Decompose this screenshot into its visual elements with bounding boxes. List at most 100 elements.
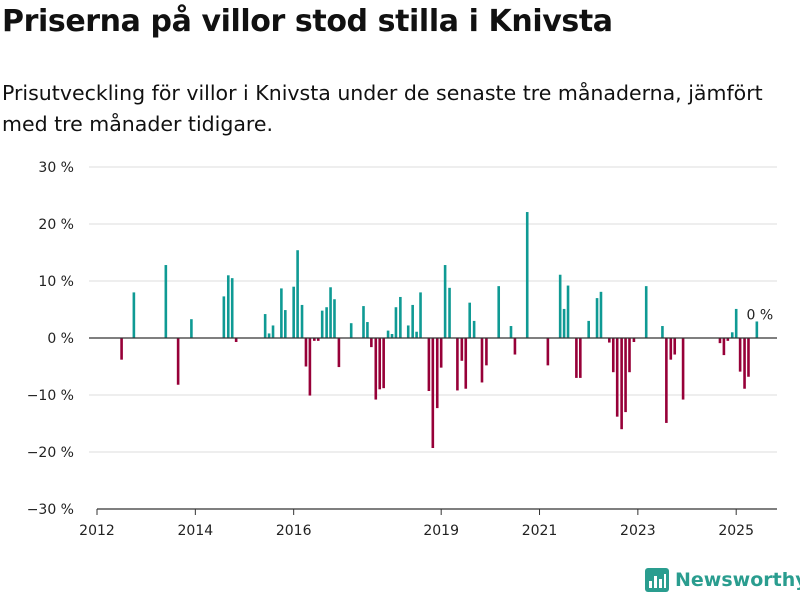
positive-bar	[349, 323, 353, 338]
negative-bar	[681, 338, 685, 400]
negative-bar	[313, 338, 316, 341]
positive-bar	[443, 265, 447, 338]
positive-bar	[734, 308, 738, 338]
negative-bar	[176, 338, 180, 385]
newsworthy-logo: Newsworthy	[645, 568, 800, 592]
negative-bar	[608, 338, 611, 343]
negative-bar	[665, 338, 668, 423]
positive-bar	[325, 307, 328, 338]
positive-bar	[509, 326, 513, 338]
x-tick-label: 2012	[79, 523, 115, 539]
positive-bar	[280, 288, 283, 338]
negative-bar	[620, 338, 623, 430]
negative-bar	[480, 338, 484, 383]
negative-bar	[304, 338, 308, 367]
y-tick-label: −10 %	[27, 388, 74, 404]
positive-bar	[415, 331, 418, 338]
y-tick-label: 10 %	[38, 274, 74, 290]
negative-bar	[464, 338, 468, 389]
positive-bar	[366, 322, 369, 338]
y-tick-label: 20 %	[38, 217, 74, 233]
positive-bar	[284, 310, 287, 338]
positive-bar	[406, 325, 410, 338]
negative-bar	[722, 338, 726, 356]
positive-bar	[226, 275, 230, 338]
negative-bar	[435, 338, 439, 409]
negative-bar	[431, 338, 435, 449]
positive-bar	[730, 332, 734, 338]
positive-bar	[362, 306, 365, 338]
x-tick-label: 2016	[276, 523, 312, 539]
last-value-label: 0 %	[747, 307, 774, 323]
positive-bar	[399, 296, 402, 338]
negative-bar	[726, 338, 730, 341]
positive-bar	[296, 250, 299, 338]
negative-bar	[747, 338, 750, 377]
y-tick-label: 0 %	[47, 331, 74, 347]
y-tick-label: −30 %	[27, 502, 74, 518]
negative-bar	[624, 338, 627, 413]
negative-bar	[337, 338, 341, 368]
positive-bar	[386, 330, 390, 338]
positive-bar	[300, 304, 304, 338]
positive-bar	[411, 304, 414, 338]
x-tick-label: 2021	[522, 523, 558, 539]
positive-bar	[267, 333, 271, 338]
newsworthy-logo-text: Newsworthy	[675, 569, 800, 591]
negative-bar	[513, 338, 517, 355]
negative-bar	[234, 338, 238, 342]
negative-bar	[427, 338, 431, 392]
x-tick-label: 2014	[178, 523, 214, 539]
positive-bar	[566, 285, 570, 338]
positive-bar	[599, 291, 603, 338]
positive-bar	[644, 286, 648, 338]
positive-bar	[472, 320, 476, 338]
negative-bar	[575, 338, 578, 378]
x-tick-label: 2019	[423, 523, 459, 539]
negative-bar	[579, 338, 582, 378]
negative-bar	[743, 338, 746, 389]
newsworthy-logo-icon	[645, 568, 669, 592]
negative-bar	[120, 338, 123, 360]
positive-bar	[595, 298, 599, 338]
positive-bar	[329, 287, 332, 338]
negative-bar	[632, 338, 636, 342]
negative-bar	[485, 338, 488, 366]
negative-bar	[669, 338, 673, 360]
positive-bar	[320, 310, 324, 338]
positive-bar	[448, 287, 451, 338]
negative-bar	[308, 338, 312, 396]
negative-bar	[615, 338, 619, 417]
chart-subtitle: Prisutveckling för villor i Knivsta unde…	[2, 81, 763, 136]
positive-bar	[558, 274, 562, 338]
negative-bar	[378, 338, 382, 390]
chart-title: Priserna på villor stod stilla i Knivsta	[2, 4, 613, 39]
positive-bar	[497, 286, 501, 338]
y-tick-label: −20 %	[27, 445, 74, 461]
positive-bar	[562, 308, 566, 338]
x-tick-label: 2023	[620, 523, 656, 539]
negative-bar	[439, 338, 443, 368]
negative-bar	[738, 338, 742, 372]
positive-bar	[333, 299, 336, 338]
positive-bar	[271, 325, 275, 338]
positive-bar	[263, 314, 267, 338]
positive-bar	[390, 334, 394, 338]
negative-bar	[374, 338, 378, 400]
negative-bar	[546, 338, 550, 366]
positive-bar	[222, 296, 226, 338]
positive-bar	[661, 326, 664, 338]
y-tick-label: 30 %	[38, 160, 74, 176]
positive-bar	[164, 265, 168, 338]
positive-bar	[755, 321, 759, 338]
positive-bar	[468, 302, 471, 338]
negative-bar	[382, 338, 385, 389]
positive-bar	[419, 292, 422, 338]
negative-bar	[316, 338, 320, 341]
negative-bar	[460, 338, 464, 361]
positive-bar	[132, 292, 136, 338]
negative-bar	[611, 338, 615, 373]
negative-bar	[718, 338, 722, 344]
positive-bar	[230, 278, 234, 338]
